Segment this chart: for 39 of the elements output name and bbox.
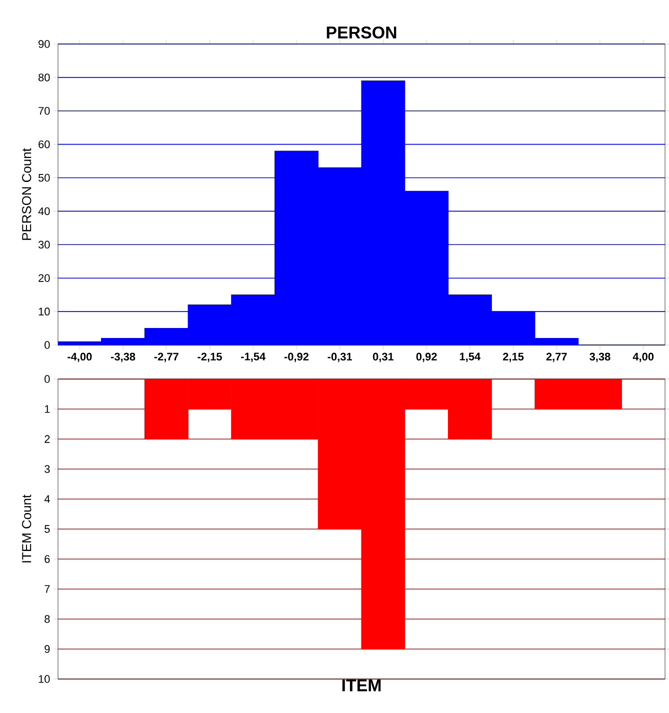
x-tick-label: -1,54 <box>240 352 266 362</box>
y-tick-label: 20 <box>38 274 50 282</box>
y-tick-label: 3 <box>44 465 50 473</box>
x-tick-label: -3,38 <box>110 352 136 362</box>
x-tick-label: 3,38 <box>589 352 610 362</box>
x-tick-label: 0,92 <box>416 352 437 362</box>
y-tick-label: 40 <box>38 207 50 216</box>
x-tick-label: -4,00 <box>67 352 92 362</box>
y-tick-label: 30 <box>38 240 50 249</box>
x-tick-label: 0,31 <box>372 352 394 362</box>
y-tick-label: 2 <box>44 435 50 443</box>
y-tick-label: 5 <box>44 525 50 533</box>
y-tick-label: 60 <box>38 140 50 148</box>
x-tick-label: -2,15 <box>198 352 222 362</box>
y-tick-label: 1 <box>44 405 50 413</box>
y-tick-label: 10 <box>38 675 50 683</box>
y-tick-label: 90 <box>38 40 50 48</box>
y-tick-label: 7 <box>44 585 50 593</box>
y-tick-label: 80 <box>38 74 50 82</box>
y-tick-label: 8 <box>44 615 50 623</box>
x-tick-label: -2,77 <box>154 352 178 362</box>
y-axis-title: PERSON Count <box>22 148 32 240</box>
chart-title: PERSON <box>326 26 396 38</box>
y-tick-label: 70 <box>38 107 50 115</box>
x-tick-label: -0,31 <box>328 352 352 362</box>
x-tick-label: 2,15 <box>502 352 524 362</box>
text: ITEM <box>342 680 380 692</box>
y-tick-label: 0 <box>44 375 50 383</box>
x-tick-label: -0,92 <box>284 352 308 362</box>
y-tick-label: 6 <box>44 555 50 563</box>
y-tick-label: 4 <box>44 495 50 503</box>
x-tick-label: 2,77 <box>546 352 567 362</box>
y-axis-title: ITEM Count <box>22 494 32 562</box>
y-tick-label: 9 <box>44 645 50 653</box>
x-tick-label: 4,00 <box>632 352 654 362</box>
y-tick-label: 0 <box>44 341 50 349</box>
x-tick-label: 1,54 <box>460 352 480 362</box>
y-tick-label: 50 <box>38 174 50 182</box>
y-tick-label: 10 <box>38 308 50 316</box>
